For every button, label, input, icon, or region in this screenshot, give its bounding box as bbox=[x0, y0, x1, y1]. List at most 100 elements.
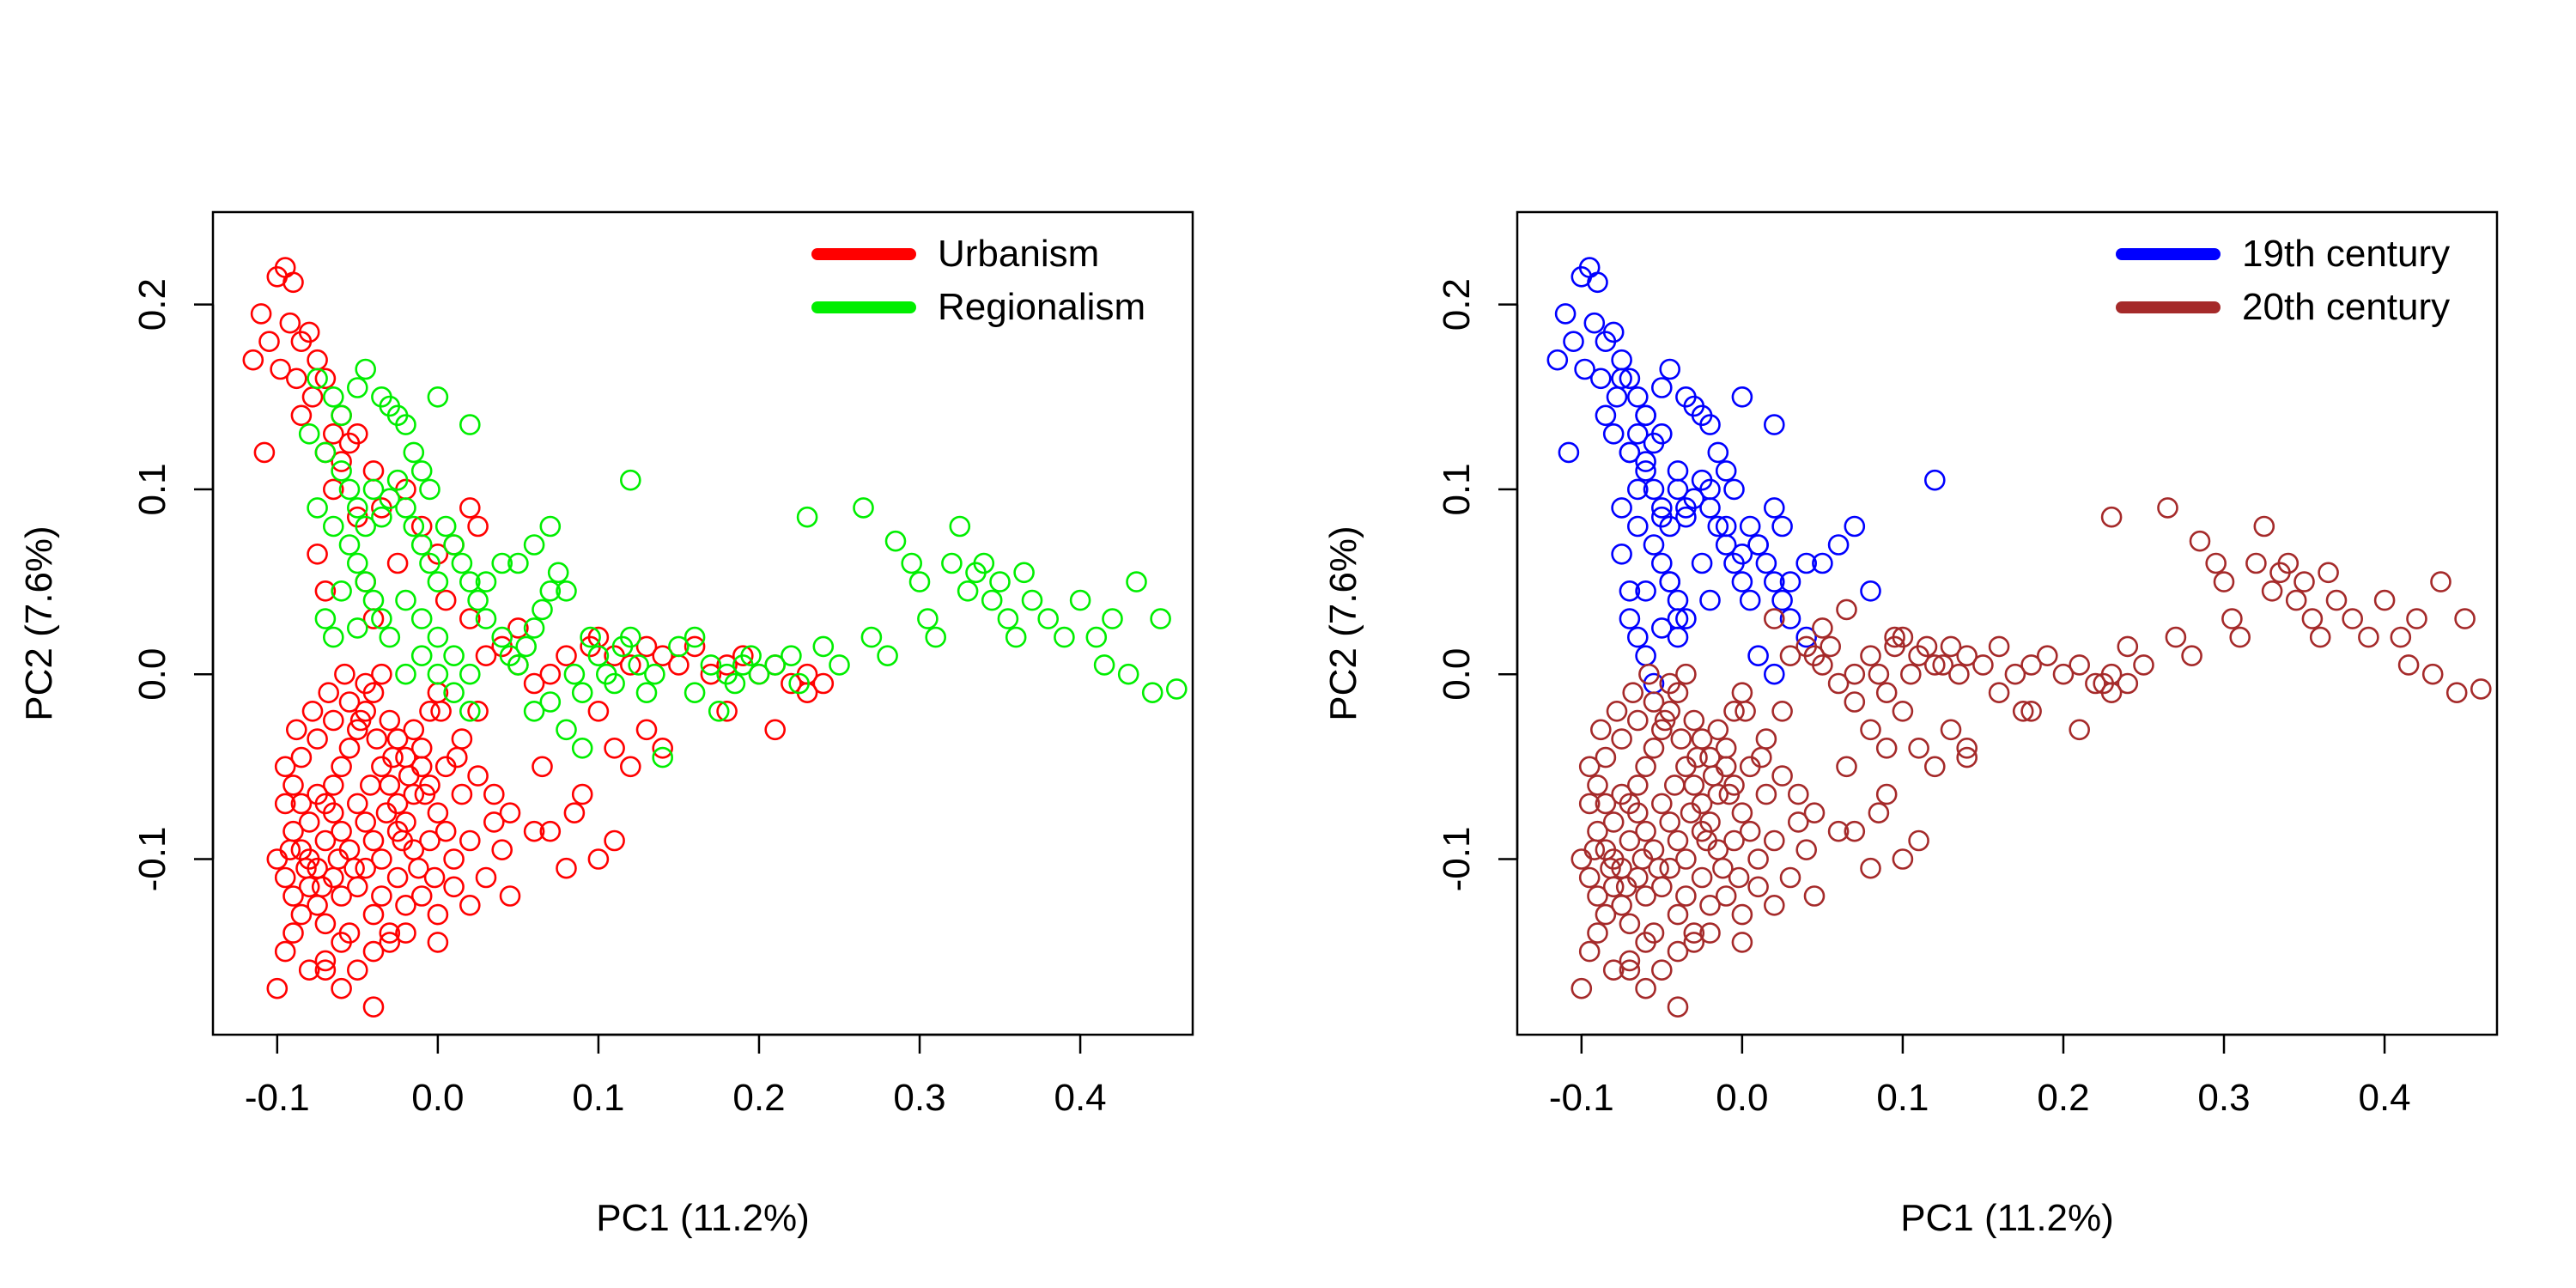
data-point bbox=[1631, 848, 1654, 870]
data-point bbox=[1600, 857, 1621, 879]
data-point bbox=[1683, 932, 1705, 953]
data-point bbox=[1675, 885, 1697, 907]
data-point bbox=[355, 358, 377, 380]
data-point bbox=[1627, 422, 1649, 445]
data-point bbox=[1948, 663, 1970, 685]
data-point bbox=[2325, 589, 2348, 611]
data-point bbox=[781, 672, 802, 695]
data-point bbox=[314, 959, 337, 981]
data-point bbox=[1764, 663, 1785, 685]
data-point bbox=[1747, 534, 1769, 556]
data-point bbox=[2342, 608, 2363, 629]
data-point bbox=[298, 811, 320, 833]
data-point bbox=[1578, 793, 1601, 815]
x-tick-label: 0.1 bbox=[1876, 1077, 1929, 1119]
data-point bbox=[459, 829, 481, 852]
data-point bbox=[1892, 848, 1914, 870]
data-point bbox=[395, 895, 416, 916]
data-point bbox=[2421, 663, 2444, 685]
data-point bbox=[1166, 678, 1188, 700]
x-tick-label: 0.3 bbox=[2197, 1077, 2250, 1119]
data-point bbox=[1875, 682, 1898, 704]
data-point bbox=[414, 783, 436, 805]
data-point bbox=[1940, 635, 1962, 658]
data-point bbox=[379, 488, 401, 510]
data-point bbox=[1803, 645, 1826, 667]
data-point bbox=[507, 654, 529, 676]
data-point bbox=[322, 626, 344, 648]
data-point bbox=[371, 506, 392, 528]
data-point bbox=[1611, 368, 1632, 390]
data-point bbox=[2012, 700, 2034, 722]
data-point bbox=[1764, 497, 1785, 519]
data-point bbox=[1619, 829, 1641, 852]
data-point bbox=[788, 672, 811, 695]
data-point bbox=[419, 700, 440, 722]
data-point bbox=[2117, 672, 2139, 695]
data-point bbox=[1611, 497, 1632, 519]
data-point bbox=[1771, 700, 1793, 722]
data-point bbox=[403, 719, 425, 741]
data-point bbox=[338, 737, 361, 759]
data-point bbox=[379, 932, 401, 953]
data-point bbox=[290, 793, 313, 815]
data-point bbox=[716, 700, 738, 722]
data-point bbox=[1875, 737, 1898, 759]
y-tick-label: 0.2 bbox=[1436, 278, 1478, 331]
legend-item: 19th century bbox=[2116, 233, 2450, 275]
data-point bbox=[1739, 820, 1761, 842]
data-point bbox=[250, 303, 272, 325]
data-point bbox=[860, 626, 883, 648]
data-point bbox=[740, 645, 762, 667]
data-point bbox=[1675, 506, 1697, 528]
data-point bbox=[386, 469, 409, 491]
data-point bbox=[1117, 663, 1139, 685]
data-point bbox=[1924, 654, 1946, 676]
x-tick-label: 0.3 bbox=[893, 1077, 945, 1119]
x-tick-label: 0.0 bbox=[411, 1077, 464, 1119]
data-point bbox=[1972, 654, 1994, 676]
data-point bbox=[997, 608, 1019, 629]
data-point bbox=[523, 700, 545, 722]
data-point bbox=[459, 571, 481, 592]
data-point bbox=[1563, 331, 1584, 353]
data-point bbox=[587, 848, 610, 870]
pca-plot-right: -0.1 0.0 0.1 0.2 0.3 0.4 -0.1 0.0 0.1 0.2 PC1 (11.… bbox=[1322, 210, 2499, 1239]
data-point bbox=[683, 682, 706, 704]
data-point bbox=[539, 580, 562, 602]
data-point bbox=[619, 626, 641, 648]
data-point bbox=[877, 645, 898, 667]
data-point bbox=[371, 608, 392, 629]
data-point bbox=[362, 589, 385, 611]
data-point bbox=[1651, 552, 1673, 574]
data-point bbox=[338, 691, 361, 713]
data-point bbox=[1587, 775, 1608, 796]
data-point bbox=[346, 552, 368, 574]
data-point bbox=[410, 645, 433, 667]
data-point bbox=[563, 802, 586, 824]
data-point bbox=[419, 552, 440, 574]
data-point bbox=[2253, 515, 2275, 538]
data-point bbox=[1651, 719, 1673, 741]
data-point bbox=[1622, 682, 1643, 704]
data-point bbox=[1013, 562, 1035, 584]
data-point bbox=[314, 950, 337, 972]
data-point bbox=[1844, 820, 1866, 842]
data-point bbox=[1595, 793, 1617, 815]
data-point bbox=[346, 793, 368, 815]
data-point bbox=[362, 829, 385, 852]
data-point bbox=[635, 719, 658, 741]
data-point bbox=[430, 700, 452, 722]
data-point bbox=[301, 700, 324, 722]
data-point bbox=[1696, 829, 1717, 852]
series-1-points bbox=[298, 358, 1188, 769]
data-point bbox=[1141, 682, 1163, 704]
data-point bbox=[423, 866, 446, 889]
data-point bbox=[331, 820, 352, 842]
data-point bbox=[1699, 497, 1721, 519]
data-point bbox=[1860, 857, 1881, 879]
data-point bbox=[2213, 571, 2235, 592]
data-point bbox=[1578, 756, 1601, 778]
data-point bbox=[604, 672, 625, 695]
data-point bbox=[459, 608, 481, 629]
